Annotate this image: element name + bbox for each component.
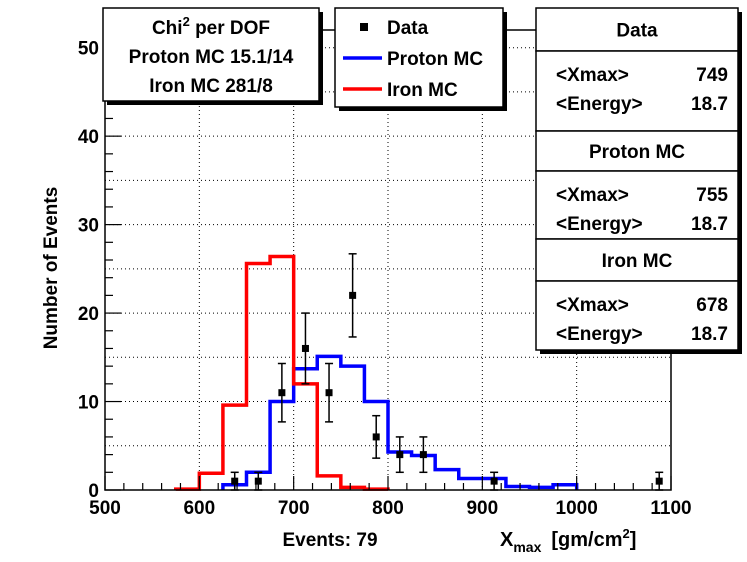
y-tick-label: 20 <box>78 304 99 325</box>
legend-label: Data <box>387 18 429 39</box>
stats-title-box-iron-mc <box>535 238 739 282</box>
chi2-title-rest: per DOF <box>190 18 270 39</box>
legend: Data Proton MC Iron MC <box>334 7 507 111</box>
stats-panel: Data <Xmax> 749 <Energy> 18.7 Proton MC <Xmax>… <box>535 7 742 354</box>
data-point <box>419 451 427 459</box>
x-tick-label: 700 <box>278 498 310 519</box>
series-layer <box>174 253 664 491</box>
stats-row-label: <Energy> <box>556 94 643 115</box>
stats-title-iron-mc: Iron MC <box>602 251 673 272</box>
stats-row-value: 749 <box>696 65 728 86</box>
data-point <box>231 477 239 485</box>
data-point <box>655 477 663 485</box>
proton-mc-histogram <box>221 354 579 490</box>
x-axis-label-main: X <box>500 529 514 551</box>
chi2-title-sup: 2 <box>183 14 190 29</box>
stats-row-label: <Energy> <box>556 324 643 345</box>
stats-body-box-iron-mc <box>535 280 739 351</box>
data-point <box>396 451 404 459</box>
x-axis-label-unit-close: ] <box>630 529 637 551</box>
stats-title-proton-mc: Proton MC <box>589 142 685 163</box>
y-tick-label: 40 <box>78 127 99 148</box>
chi2-line-iron: Iron MC 281/8 <box>149 76 273 97</box>
chi2-box-title: Chi2 per DOF <box>152 14 270 39</box>
events-count-label: Events: 79 <box>282 530 377 551</box>
x-tick-label: 600 <box>183 498 215 519</box>
data-point <box>301 344 309 352</box>
stats-row-value: 678 <box>696 295 728 316</box>
stats-title-box-data <box>535 7 739 52</box>
y-tick-label: 0 <box>88 481 99 502</box>
data-point <box>372 433 380 441</box>
x-tick-label: 800 <box>372 498 404 519</box>
legend-label: Iron MC <box>387 80 458 101</box>
chi2-title-main: Chi <box>152 18 183 39</box>
legend-entries: Data Proton MC Iron MC <box>343 18 483 101</box>
stats-row-value: 18.7 <box>691 94 728 115</box>
data-point <box>325 389 333 397</box>
data-point <box>490 477 498 485</box>
stats-row-label: <Xmax> <box>556 65 629 86</box>
y-axis-label: Number of Events <box>41 187 62 350</box>
stats-row-value: 18.7 <box>691 214 728 235</box>
data-point <box>254 477 262 485</box>
chi2-box-frame <box>102 7 320 102</box>
stats-row-label: <Energy> <box>556 214 643 235</box>
stats-body-box-proton-mc <box>535 170 739 240</box>
x-axis-label-sub: max <box>513 539 541 555</box>
stats-row-label: <Xmax> <box>556 185 629 206</box>
chi2-box: Chi2 per DOF Proton MC 15.1/14 Iron MC 2… <box>102 7 323 105</box>
x-tick-label: 500 <box>89 498 121 519</box>
x-tick-label: 1100 <box>650 498 691 519</box>
stats-body-box-data <box>535 50 739 132</box>
stats-title-data: Data <box>616 21 658 42</box>
stats-row-value: 755 <box>696 185 728 206</box>
x-tick-label: 900 <box>466 498 498 519</box>
x-axis-label-unit: [gm/cm <box>551 529 622 551</box>
x-axis-label-unit-sup: 2 <box>623 526 630 541</box>
stats-row-label: <Xmax> <box>556 295 629 316</box>
stats-row-value: 18.7 <box>691 324 728 345</box>
y-tick-label: 30 <box>78 216 99 237</box>
data-point <box>349 291 357 299</box>
x-axis-label: Xmax [gm/cm2] <box>500 526 636 555</box>
legend-label: Proton MC <box>387 49 483 70</box>
iron-mc-histogram <box>174 254 390 491</box>
chi2-line-proton: Proton MC 15.1/14 <box>129 47 294 68</box>
y-tick-label: 50 <box>78 39 99 60</box>
x-tick-label: 1000 <box>556 498 598 519</box>
legend-marker-data <box>360 23 368 31</box>
data-point <box>278 389 286 397</box>
stats-title-box-proton-mc <box>535 130 739 172</box>
y-tick-label: 10 <box>78 393 99 414</box>
